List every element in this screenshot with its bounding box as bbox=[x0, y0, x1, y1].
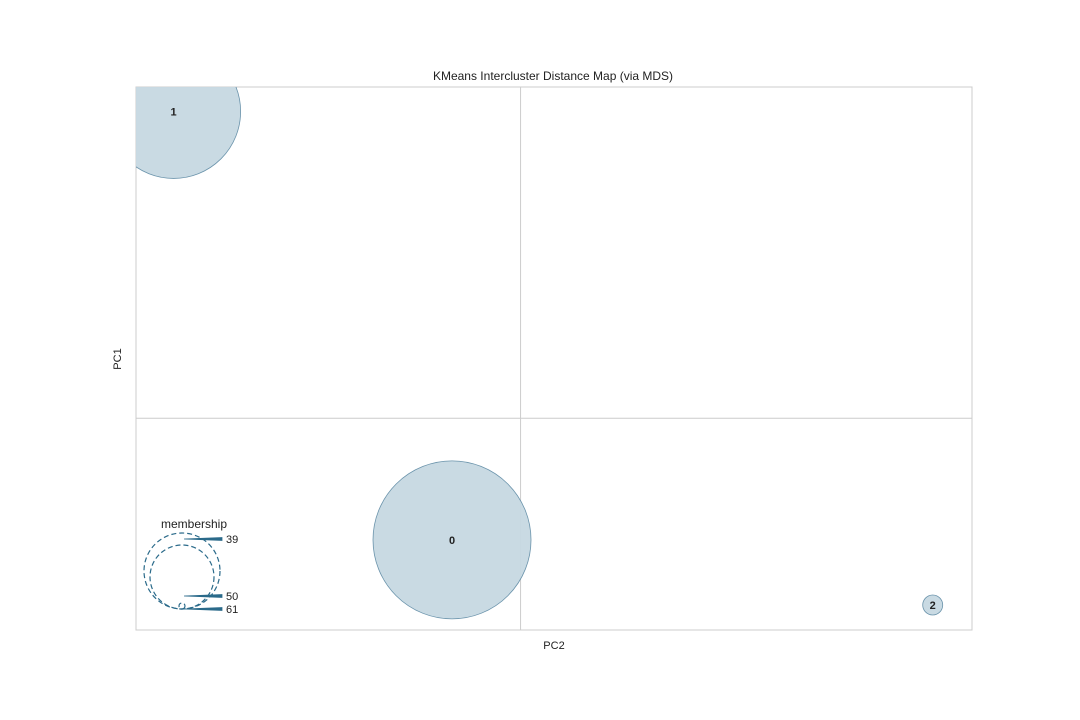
cluster-2-bubble bbox=[922, 594, 944, 616]
cluster-1-bubble bbox=[136, 87, 241, 179]
cluster-0-label: 0 bbox=[449, 535, 455, 547]
legend-size-61-circle bbox=[143, 532, 221, 610]
cluster-1-label: 1 bbox=[171, 106, 177, 118]
plot-frame bbox=[135, 86, 973, 631]
legend-size-39-label: 39 bbox=[226, 534, 238, 546]
cluster-2-label: 2 bbox=[930, 600, 936, 612]
y-axis-label: PC1 bbox=[112, 348, 124, 369]
x-axis-label: PC2 bbox=[543, 640, 564, 652]
legend-size-50-label: 50 bbox=[226, 591, 238, 603]
legend-title: membership bbox=[161, 517, 227, 531]
legend-size-61-label: 61 bbox=[226, 604, 238, 616]
cluster-0-bubble bbox=[372, 460, 532, 620]
clusters-group: 0 1 2 bbox=[136, 87, 944, 620]
legend-size-61-leader bbox=[183, 607, 223, 611]
legend-size-50-leader bbox=[183, 594, 223, 598]
plot-area: 0 1 2 bbox=[135, 86, 973, 631]
chart-title: KMeans Intercluster Distance Map (via MD… bbox=[433, 69, 673, 83]
